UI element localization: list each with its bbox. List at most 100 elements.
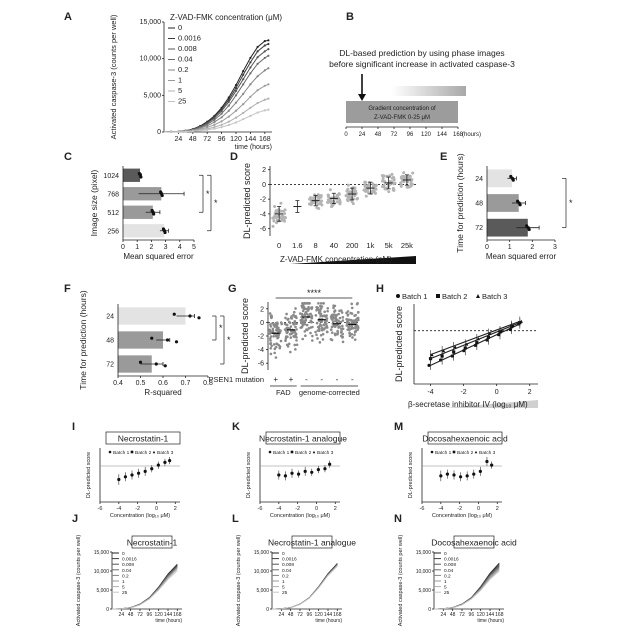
x-tick-label: -2 [295, 506, 300, 512]
data-point [269, 323, 272, 326]
series-point [264, 85, 266, 87]
series-point [267, 48, 269, 50]
series-point [264, 40, 266, 42]
significance-star: * [219, 323, 223, 333]
data-point [320, 194, 323, 197]
y-axis-label: Time for prediction (hours) [78, 290, 88, 390]
data-point [286, 335, 289, 338]
data-point [296, 343, 299, 346]
marker-circle [109, 451, 112, 454]
data-point [323, 314, 326, 317]
series-point [221, 120, 223, 122]
legend-label: 25 [122, 590, 128, 596]
mutation-sign: - [336, 375, 339, 384]
data-point [357, 311, 360, 314]
data-point [304, 318, 307, 321]
x-tick-label: 2 [174, 506, 177, 512]
time-tick-label: 96 [407, 132, 414, 138]
series-point [264, 69, 266, 71]
mutation-sign: - [305, 375, 308, 384]
data-point [304, 330, 307, 333]
x-tick-label: 0.4 [113, 380, 123, 387]
data-point [355, 320, 358, 323]
data-point [281, 215, 284, 218]
data-point [276, 215, 279, 218]
legend-label: 0.2 [444, 573, 451, 579]
data-point [348, 331, 351, 334]
x-tick-label: 120 [230, 136, 242, 143]
x-tick-label: -4 [438, 506, 443, 512]
data-point [306, 329, 309, 332]
x-tick-label: 1 [135, 244, 139, 251]
bar-point [188, 314, 191, 317]
series-point [235, 110, 237, 112]
x-axis-label: time (hours) [477, 618, 504, 624]
legend-label: 0.008 [444, 562, 456, 568]
data-point [332, 320, 335, 323]
gradient-label-2: Z-VAD-FMK 0-25 μM [374, 115, 430, 121]
legend-label: Batch 1 [273, 450, 290, 456]
legend-title: Z-VAD-FMK concentration (μM) [170, 13, 282, 22]
data-point [284, 474, 287, 477]
series-point [228, 101, 230, 103]
legend-label: Batch 3 [317, 450, 334, 456]
x-tick-label: 48 [288, 612, 294, 618]
legend-label: 0 [178, 23, 182, 32]
legend-label: 0.0016 [122, 557, 137, 563]
y-axis-label: Activated caspase-3 (counts per well) [109, 14, 118, 139]
legend-label: 0.04 [122, 568, 132, 574]
y-axis-label: Activated caspase-3 (counts per well) [398, 535, 404, 627]
series-point [185, 131, 187, 133]
legend-label: 0.008 [282, 562, 294, 568]
x-tick-label: -6 [420, 506, 425, 512]
data-point [331, 313, 334, 316]
data-point [284, 317, 287, 320]
data-point [325, 322, 328, 325]
data-point [144, 470, 147, 473]
series-point [221, 126, 223, 128]
category-label: 512 [107, 210, 119, 217]
x-tick-label: 0 [495, 389, 499, 396]
series-point [221, 124, 223, 126]
time-tick-label: 72 [391, 132, 398, 138]
category-label: 768 [107, 191, 119, 198]
category-label: 200 [346, 241, 359, 250]
data-point [336, 330, 339, 333]
data-point [381, 174, 384, 177]
data-point [287, 318, 290, 321]
series-point [177, 131, 179, 133]
data-point [387, 190, 390, 193]
category-label: 8 [314, 241, 318, 250]
data-point [490, 464, 493, 467]
marker-circle [427, 364, 430, 367]
series-point [264, 109, 266, 111]
data-point [270, 335, 273, 338]
legend-label: 1 [282, 579, 285, 585]
data-point [318, 329, 321, 332]
data-point [284, 339, 287, 342]
data-point [269, 347, 272, 350]
legend-label: 5 [122, 585, 125, 591]
data-point [400, 185, 403, 188]
data-point [323, 467, 326, 470]
legend-label: 0.008 [122, 562, 134, 568]
panel-n-chart: 05,00010,00015,00024487296120144168time … [398, 535, 517, 627]
series-point [267, 43, 269, 45]
legend-label: Batch 1 [402, 292, 427, 301]
data-point [373, 185, 376, 188]
data-point [284, 216, 287, 219]
legend-label: Batch 3 [157, 450, 174, 456]
series-point [242, 70, 244, 72]
data-point [363, 188, 366, 191]
panel-title: Necrostatin-1 analogue [259, 434, 347, 444]
legend-label: 0.04 [444, 568, 454, 574]
marker-square [291, 451, 294, 454]
bar-256 [123, 224, 164, 237]
marker-square [453, 451, 456, 454]
series-point [199, 130, 201, 132]
legend-label: Batch 1 [113, 450, 130, 456]
data-point [130, 473, 133, 476]
x-axis-label: R-squared [144, 388, 181, 397]
panel-letter-f: F [64, 283, 71, 295]
bar-point [173, 313, 176, 316]
